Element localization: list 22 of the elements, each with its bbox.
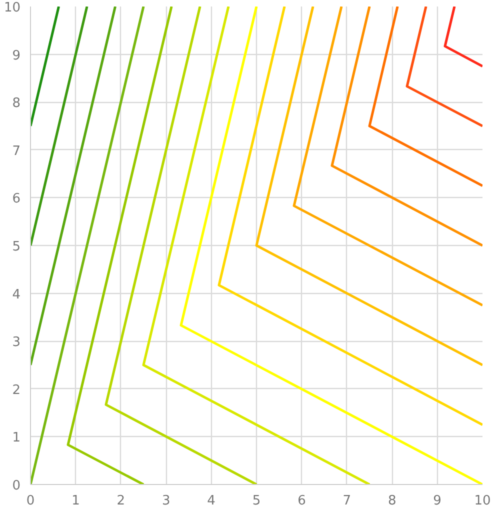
y-tick-label: 0 [12, 478, 21, 494]
x-tick-label: 5 [252, 494, 261, 508]
x-tick-label: 9 [433, 494, 442, 508]
y-tick-label: 6 [12, 192, 21, 207]
y-tick-label: 4 [12, 287, 21, 302]
y-tick-label: 1 [12, 430, 21, 446]
x-tick-label: 8 [388, 494, 396, 508]
y-tick-label: 10 [4, 0, 21, 16]
x-tick-label: 0 [26, 494, 35, 508]
x-tick-label: 10 [474, 494, 491, 508]
x-tick-label: 6 [298, 494, 306, 508]
x-tick-label: 2 [116, 494, 126, 508]
y-tick-label: 8 [12, 96, 21, 112]
x-tick-label: 4 [207, 494, 216, 508]
y-tick-label: 7 [12, 144, 21, 159]
y-tick-label: 5 [12, 240, 21, 254]
x-tick-label: 1 [72, 494, 80, 508]
y-tick-label: 9 [12, 48, 21, 64]
y-tick-label: 2 [12, 382, 21, 398]
x-tick-label: 7 [342, 494, 352, 508]
y-tick-label: 3 [12, 335, 21, 350]
x-tick-label: 3 [162, 494, 170, 508]
